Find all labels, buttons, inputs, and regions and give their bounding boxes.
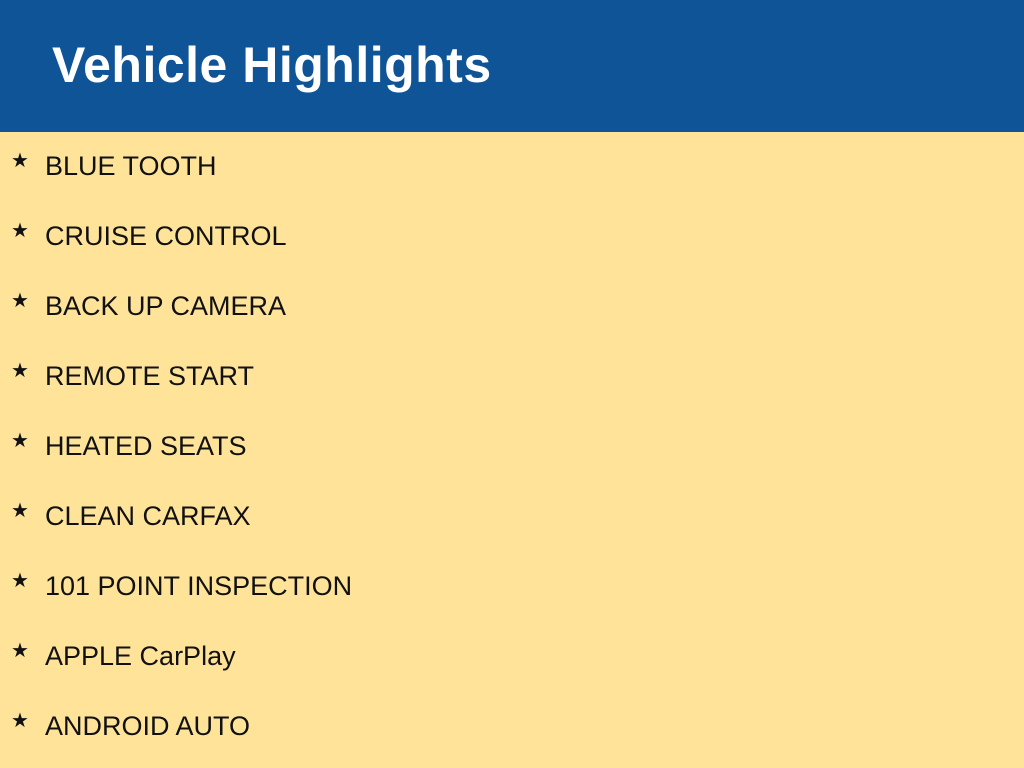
star-icon: ★: [11, 360, 29, 382]
star-icon: ★: [11, 640, 29, 662]
list-item: ★ BACK UP CAMERA: [0, 271, 1024, 341]
star-icon: ★: [11, 220, 29, 242]
header-banner: Vehicle Highlights: [0, 0, 1024, 132]
list-item-label: CLEAN CARFAX: [45, 501, 251, 531]
list-item-label: APPLE CarPlay: [45, 641, 236, 671]
list-item-label: 101 POINT INSPECTION: [45, 571, 353, 601]
list-item: ★ REMOTE START: [0, 341, 1024, 411]
list-item: ★ 101 POINT INSPECTION: [0, 551, 1024, 621]
list-item-label: ANDROID AUTO: [45, 711, 251, 741]
list-item: ★ HEATED SEATS: [0, 411, 1024, 481]
star-icon: ★: [11, 150, 29, 172]
list-item: ★ CRUISE CONTROL: [0, 201, 1024, 271]
list-item-label: HEATED SEATS: [45, 431, 247, 461]
star-icon: ★: [11, 430, 29, 452]
star-icon: ★: [11, 500, 29, 522]
highlights-list: ★ BLUE TOOTH ★ CRUISE CONTROL ★ BACK UP CAM…: [0, 131, 1024, 761]
list-item-label: BLUE TOOTH: [45, 151, 217, 181]
star-icon: ★: [11, 570, 29, 592]
list-item: ★ APPLE CarPlay: [0, 621, 1024, 691]
list-item-label: REMOTE START: [45, 361, 255, 391]
list-item-label: CRUISE CONTROL: [45, 221, 287, 251]
list-item: ★ BLUE TOOTH: [0, 131, 1024, 201]
list-item: ★ CLEAN CARFAX: [0, 481, 1024, 551]
list-item: ★ ANDROID AUTO: [0, 691, 1024, 761]
star-icon: ★: [11, 290, 29, 312]
star-icon: ★: [11, 710, 29, 732]
list-item-label: BACK UP CAMERA: [45, 291, 287, 321]
page-title: Vehicle Highlights: [52, 37, 492, 93]
